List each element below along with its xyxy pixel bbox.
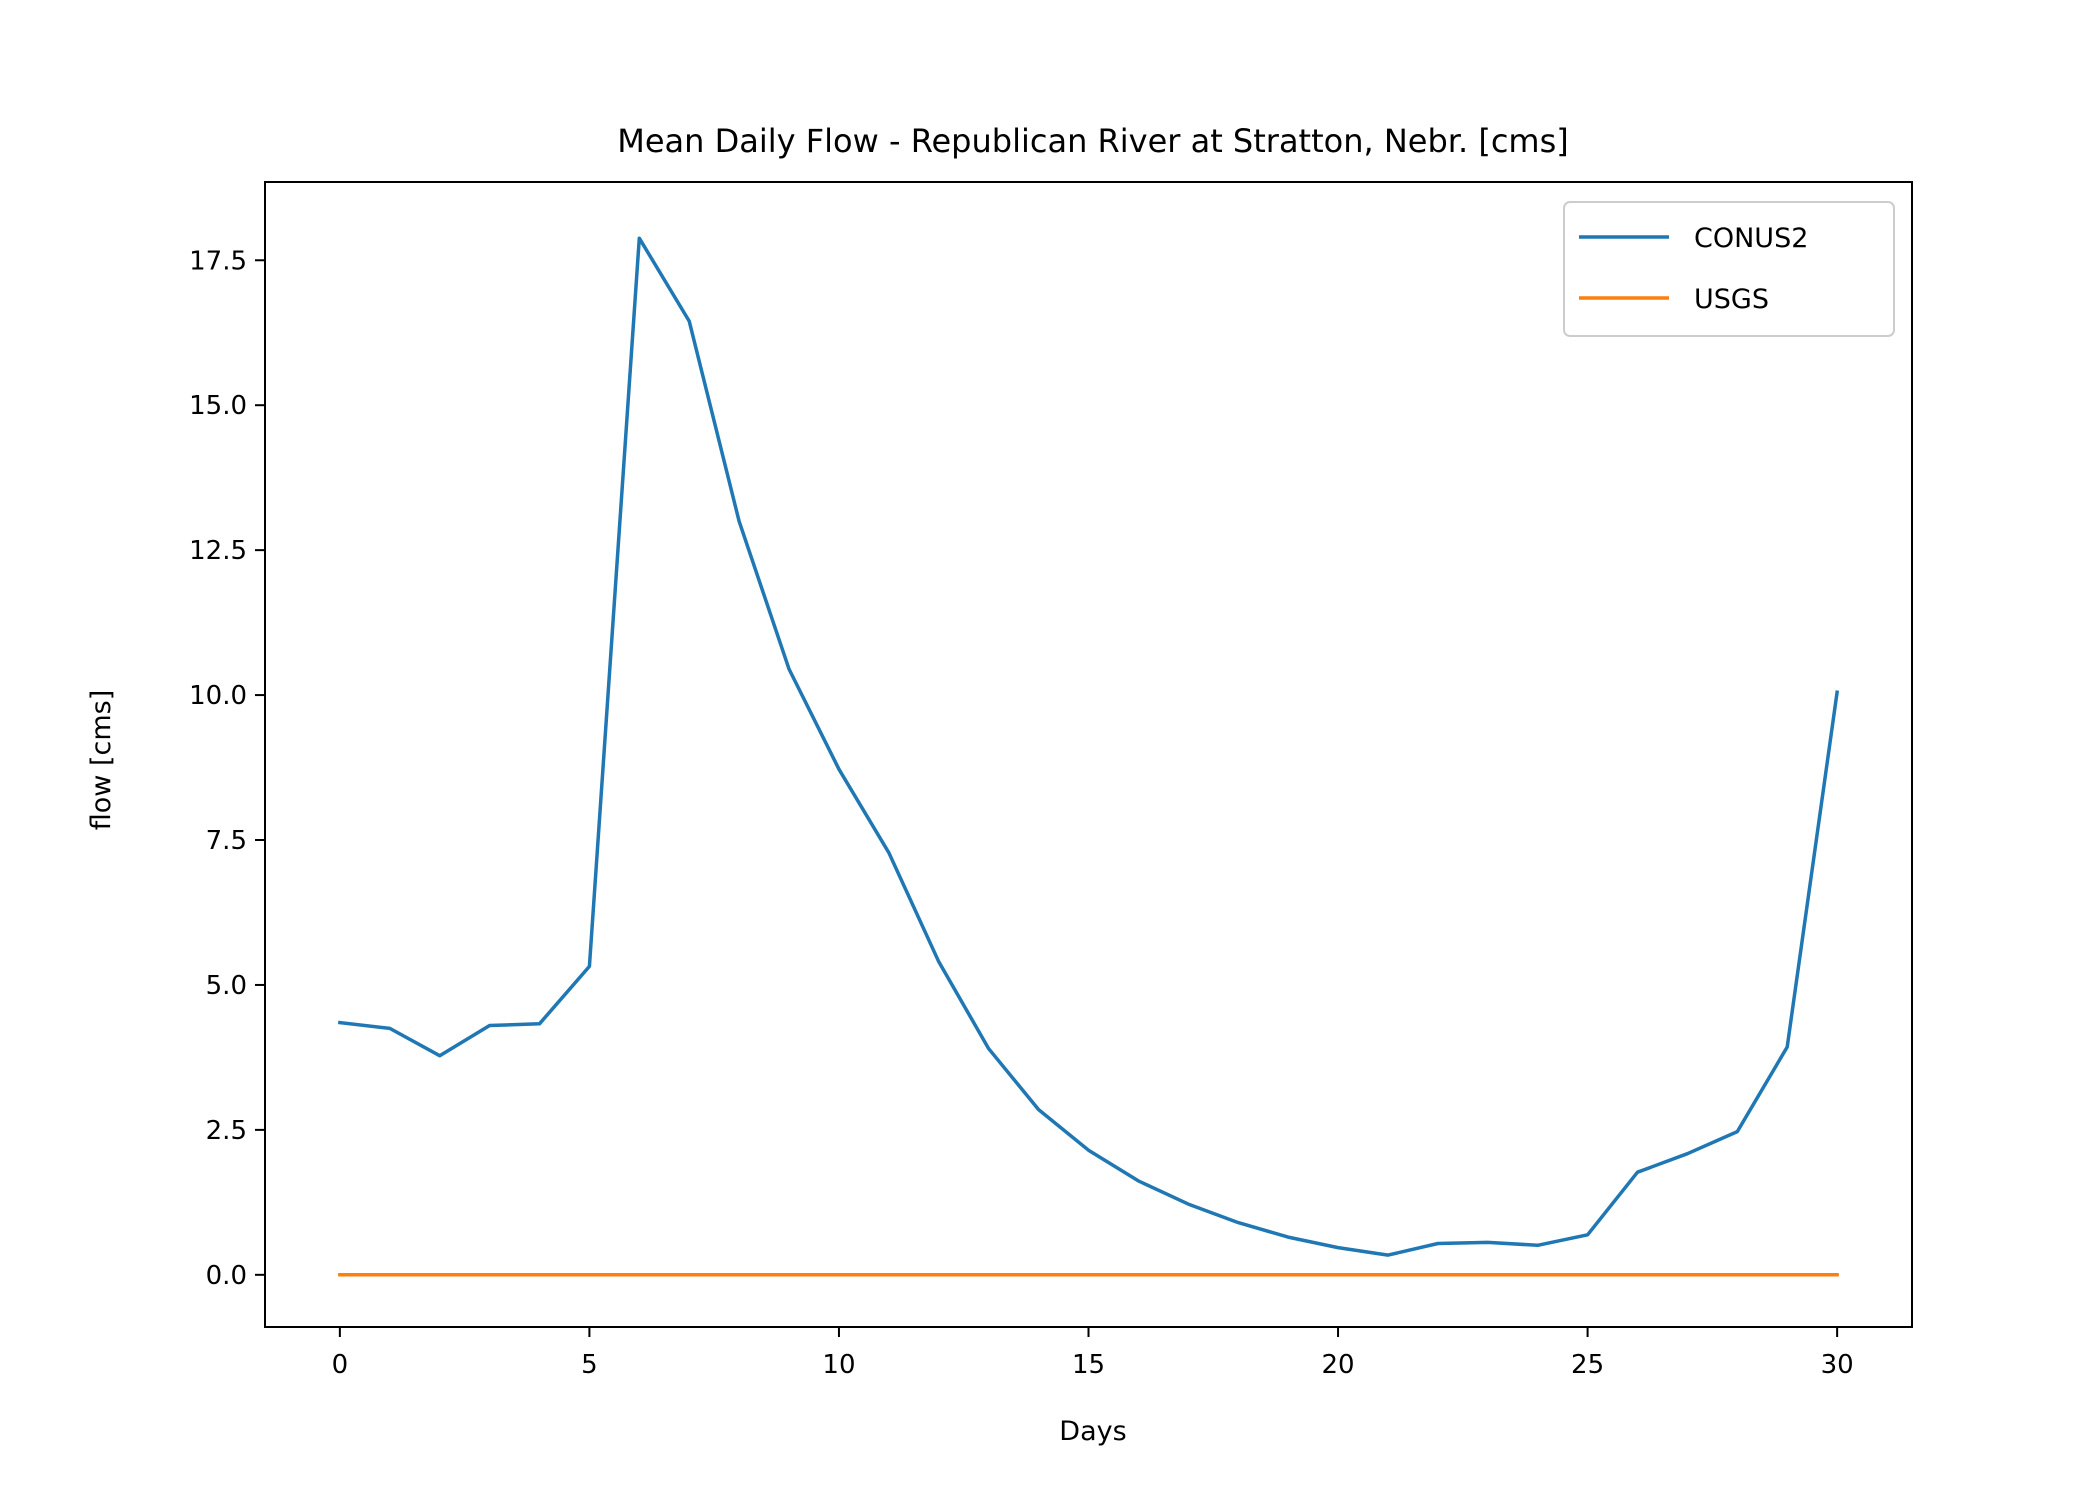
x-tick-label: 25	[1571, 1350, 1604, 1380]
y-tick-label: 0.0	[206, 1261, 247, 1291]
x-tick-label: 30	[1821, 1350, 1854, 1380]
x-axis-label: Days	[1059, 1416, 1126, 1447]
plot-frame	[264, 181, 1913, 1328]
y-tick-label: 15.0	[189, 391, 247, 421]
y-tick-label: 12.5	[189, 536, 247, 566]
y-tick-label: 2.5	[206, 1116, 247, 1146]
x-tick-label: 0	[332, 1350, 349, 1380]
y-tick-label: 7.5	[206, 826, 247, 856]
y-tick-label: 17.5	[189, 246, 247, 276]
series-line-conus2	[337, 236, 1840, 1257]
plot-area: 0 5 10 15 20 25 30 0.0 2.5 5.0 7.5 10.0 12.5 15.0 17.5…	[189, 181, 1913, 1380]
legend-label-usgs: USGS	[1694, 284, 1769, 315]
x-tick-label: 5	[581, 1350, 598, 1380]
x-tick-label: 10	[822, 1350, 855, 1380]
chart-title: Mean Daily Flow - Republican River at St…	[617, 122, 1569, 160]
y-tick-label: 10.0	[189, 681, 247, 711]
y-tick-label: 5.0	[206, 971, 247, 1001]
legend-label-conus2: CONUS2	[1694, 223, 1808, 254]
y-axis-label: flow [cms]	[86, 690, 117, 830]
x-tick-label: 15	[1072, 1350, 1105, 1380]
x-tick-label: 20	[1321, 1350, 1354, 1380]
